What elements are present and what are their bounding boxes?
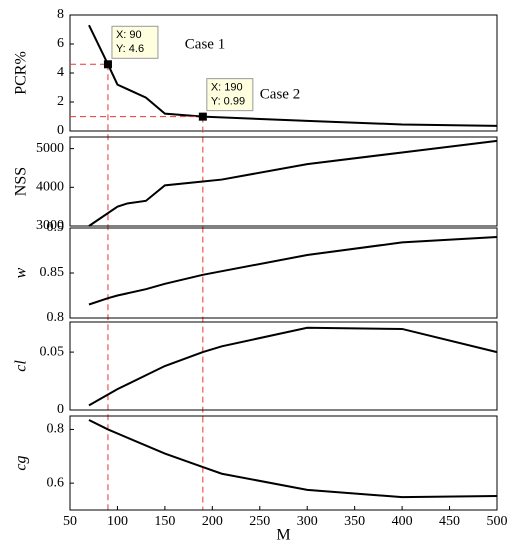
y-axis-label: w (13, 267, 30, 278)
data-line (88, 419, 498, 499)
y-tick-label: 0.05 (40, 344, 65, 359)
y-tick-label: 0 (57, 402, 64, 417)
x-tick-label: 250 (249, 514, 270, 529)
x-tick-label: 200 (202, 514, 223, 529)
x-tick-label: 300 (297, 514, 318, 529)
data-line (88, 236, 498, 306)
case-label: Case 1 (185, 36, 225, 52)
y-tick-label: 0.9 (47, 220, 65, 235)
x-tick-label: 150 (154, 514, 175, 529)
x-tick-label: 500 (487, 514, 508, 529)
data-line (88, 139, 498, 227)
datatip-y: Y: 4.6 (116, 43, 144, 55)
plot-frame (69, 321, 498, 411)
y-tick-label: 8 (57, 7, 64, 22)
case-label: Case 2 (260, 86, 300, 102)
datatip-y: Y: 0.99 (211, 96, 245, 108)
plot-frame (69, 415, 498, 511)
datatip-marker (103, 60, 112, 69)
y-tick-label: 0.8 (47, 422, 65, 437)
datatip-box (111, 25, 159, 59)
y-tick-label: 3000 (36, 218, 64, 233)
x-axis-label: M (276, 527, 290, 544)
y-axis-label: cl (13, 360, 30, 372)
y-tick-label: 4000 (36, 180, 64, 195)
data-line (88, 24, 498, 127)
y-tick-label: 6 (57, 36, 64, 51)
x-tick-label: 350 (344, 514, 365, 529)
datatip-x: X: 190 (211, 82, 243, 94)
x-tick-label: 450 (439, 514, 460, 529)
y-tick-label: 0.6 (47, 475, 65, 490)
y-tick-label: 5000 (36, 141, 64, 156)
y-tick-label: 0.85 (40, 265, 65, 280)
x-tick-label: 400 (392, 514, 413, 529)
y-axis-label: PCR% (13, 51, 30, 95)
data-line (88, 326, 498, 407)
y-axis-label: cg (13, 455, 30, 470)
y-tick-label: 4 (57, 65, 64, 80)
y-tick-label: 2 (57, 94, 64, 109)
x-tick-label: 100 (107, 514, 128, 529)
datatip-box (206, 78, 254, 112)
datatip-x: X: 90 (116, 29, 142, 41)
y-axis-label: NSS (13, 167, 30, 196)
datatip-marker (198, 112, 207, 121)
y-tick-label: 0 (57, 123, 64, 138)
x-tick-label: 50 (63, 514, 77, 529)
plot-frame (69, 136, 498, 227)
y-tick-label: 0.8 (47, 310, 65, 325)
